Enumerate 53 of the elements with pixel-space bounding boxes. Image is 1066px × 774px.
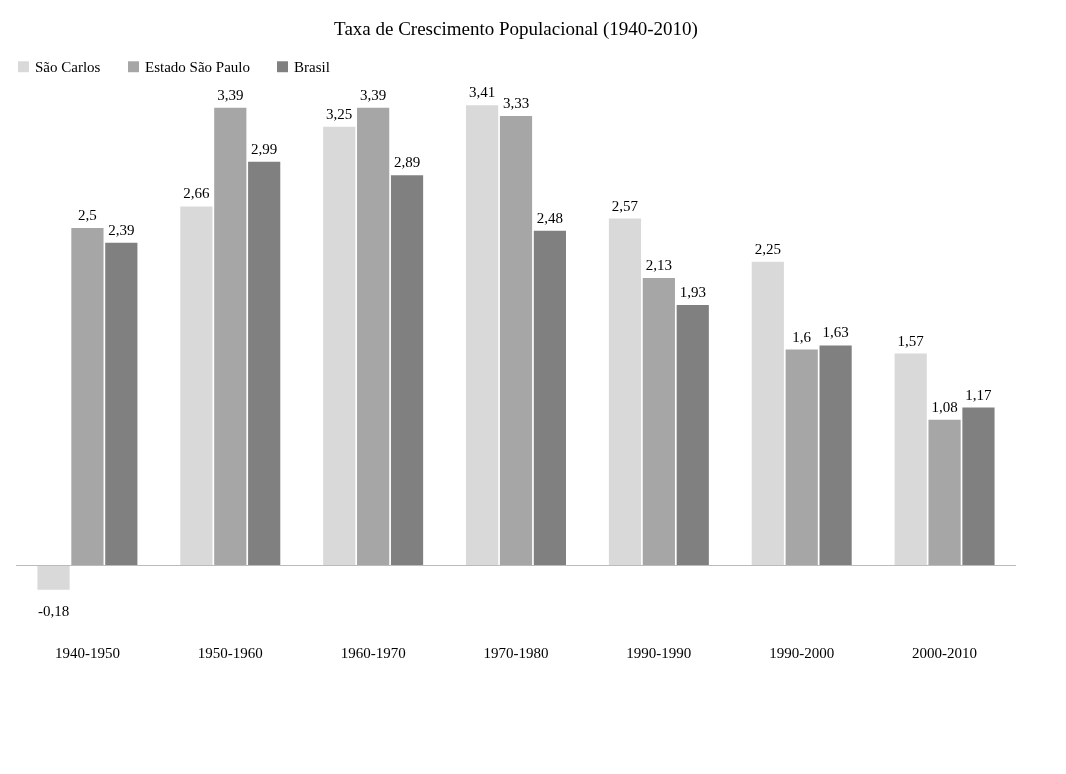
x-tick-label: 1950-1960: [197, 644, 263, 661]
x-tick-label: 1990-1990: [626, 644, 692, 661]
data-label: 1,6: [792, 328, 812, 345]
bar: [533, 230, 566, 566]
data-label: 2,66: [183, 185, 211, 202]
data-label: 2,57: [611, 197, 639, 214]
bar: [466, 105, 499, 566]
bar: [105, 242, 138, 566]
bar: [180, 206, 213, 566]
data-label: 2,25: [754, 240, 781, 257]
data-label: 2,48: [536, 209, 564, 226]
x-tick-label: 1960-1970: [340, 644, 406, 661]
bar: [894, 353, 927, 566]
data-label: 1,93: [679, 283, 706, 300]
bar: [928, 419, 961, 566]
x-tick-label: 2000-2010: [912, 644, 978, 661]
data-label: 2,13: [645, 256, 672, 273]
legend-label: São Carlos: [35, 58, 101, 75]
bar: [357, 107, 390, 566]
bar: [37, 565, 70, 590]
bar: [751, 261, 784, 566]
data-label: 3,33: [502, 94, 530, 111]
x-tick-label: 1940-1950: [54, 644, 120, 661]
x-tick-label: 1970-1980: [483, 644, 549, 661]
bar: [676, 304, 709, 566]
bar: [962, 407, 995, 566]
bar: [390, 175, 424, 566]
data-label: 3,39: [217, 86, 244, 103]
bar: [819, 345, 852, 566]
data-label: 1,17: [965, 386, 993, 403]
data-label: 2,39: [108, 221, 135, 238]
data-label: 2,89: [393, 154, 421, 171]
data-label: 2,5: [78, 207, 97, 223]
data-label: 1,57: [897, 332, 925, 349]
bar: [499, 115, 533, 566]
bar: [785, 349, 818, 566]
x-tick-label: 1990-2000: [769, 644, 835, 661]
legend-label: Brasil: [294, 58, 330, 75]
data-label: 1,63: [822, 324, 849, 341]
data-label: 3,41: [468, 84, 496, 101]
legend-label: Estado São Paulo: [145, 58, 250, 75]
data-label: 3,39: [360, 86, 387, 103]
data-label: 2,99: [251, 140, 278, 157]
data-label: 3,25: [326, 105, 353, 122]
bar: [71, 228, 104, 566]
data-label: -0,18: [37, 602, 70, 619]
bar: [608, 218, 642, 566]
bar: [642, 277, 675, 566]
chart-title: Taxa de Crescimento Populacional (1940-2010): [334, 18, 698, 40]
bar: [323, 126, 356, 566]
data-label: 1,08: [931, 398, 958, 415]
bar: [214, 107, 247, 566]
bar: [248, 161, 281, 566]
